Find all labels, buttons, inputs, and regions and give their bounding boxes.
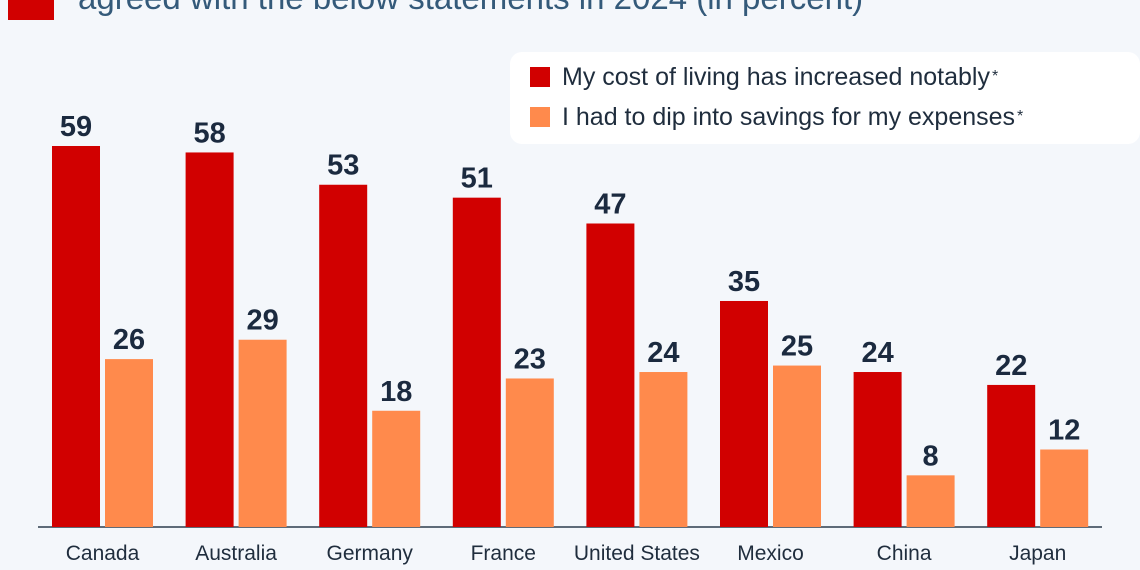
legend-note-marker-series-2: * [1017, 108, 1024, 125]
bar-series-1-france [452, 197, 501, 527]
bar-series-1-germany [319, 184, 368, 527]
data-label-series-1-france: 51 [461, 163, 493, 195]
bar-series-1-canada [52, 146, 100, 527]
category-label-united-states: United States [574, 542, 700, 565]
category-label-germany: Germany [327, 542, 414, 565]
title-marker [8, 0, 54, 20]
data-label-series-2-france: 23 [514, 343, 546, 375]
bar-series-1-mexico [720, 300, 768, 527]
data-label-series-1-mexico: 35 [728, 266, 760, 298]
data-label-series-2-canada: 26 [113, 324, 145, 356]
legend-note-marker-series-1: * [992, 68, 999, 85]
category-label-canada: Canada [66, 542, 140, 565]
category-label-japan: Japan [1009, 542, 1066, 565]
data-label-series-2-china: 8 [923, 440, 939, 472]
chart-title: agreed with the below statements in 2024… [78, 0, 863, 18]
data-label-series-1-japan: 22 [995, 350, 1027, 382]
data-label-series-1-germany: 53 [327, 150, 359, 182]
legend-item-series-1: My cost of living has increased notably … [530, 62, 998, 92]
legend-label-series-1: My cost of living has increased notably [562, 63, 990, 91]
category-label-china: China [877, 542, 932, 565]
data-label-series-2-united-states: 24 [647, 337, 679, 369]
legend-swatch-series-1 [530, 67, 550, 87]
legend-swatch-series-2 [530, 107, 550, 127]
data-label-series-1-canada: 59 [60, 111, 92, 143]
legend: My cost of living has increased notably … [510, 52, 1140, 144]
data-label-series-2-australia: 29 [246, 305, 278, 337]
legend-label-series-2: I had to dip into savings for my expense… [562, 103, 1016, 131]
legend-item-series-2: I had to dip into savings for my expense… [530, 102, 1023, 132]
data-label-series-1-china: 24 [861, 337, 893, 369]
category-label-france: France [471, 542, 536, 565]
data-label-series-2-germany: 18 [380, 376, 412, 408]
title-row: agreed with the below statements in 2024… [0, 0, 1140, 24]
bar-series-2-japan [1040, 449, 1089, 527]
category-label-mexico: Mexico [737, 542, 804, 565]
bar-series-2-australia [238, 339, 287, 527]
bar-series-2-china [906, 475, 955, 527]
bar-series-1-china [853, 372, 902, 527]
bar-series-2-germany [372, 410, 421, 527]
data-label-series-2-mexico: 25 [781, 331, 813, 363]
data-label-series-1-australia: 58 [193, 117, 225, 149]
bar-series-2-canada [105, 359, 153, 527]
bar-series-2-united-states [639, 372, 688, 527]
bar-series-1-japan [987, 384, 1036, 527]
bar-series-1-australia [185, 152, 234, 527]
bar-series-2-france [505, 378, 554, 527]
data-label-series-2-japan: 12 [1048, 415, 1080, 447]
bar-series-2-mexico [773, 365, 821, 527]
data-label-series-1-united-states: 47 [594, 188, 626, 220]
bar-series-1-united-states [586, 223, 635, 528]
category-label-australia: Australia [195, 542, 277, 565]
